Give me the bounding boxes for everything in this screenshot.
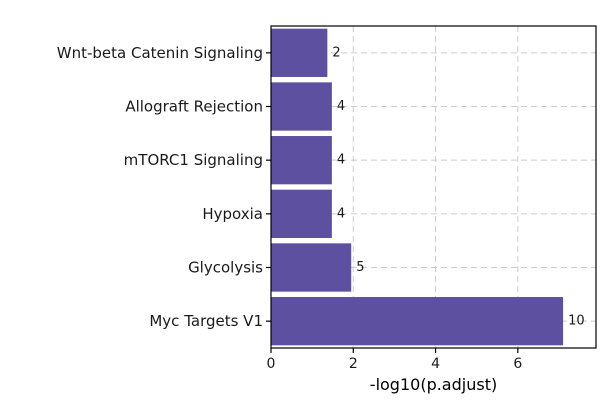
data-label-5: 10 <box>568 314 585 329</box>
bars <box>271 28 564 346</box>
category-label-3: Hypoxia <box>202 205 263 223</box>
x-tick-label-0: 0 <box>267 356 276 372</box>
bar-3 <box>271 189 332 238</box>
x-tick-label-3: 6 <box>513 356 522 372</box>
data-label-1: 4 <box>337 99 345 114</box>
plot-frame <box>270 25 597 349</box>
x-axis-ticks: 0 2 4 6 <box>267 348 522 372</box>
bar-2 <box>271 136 332 185</box>
x-tick-label-2: 4 <box>431 356 440 372</box>
data-label-0: 2 <box>332 45 340 60</box>
category-label-4: Glycolysis <box>188 259 263 277</box>
data-label-3: 4 <box>337 206 345 221</box>
data-label-2: 4 <box>337 153 345 168</box>
x-tick-label-1: 2 <box>349 356 358 372</box>
bar-4 <box>271 243 352 292</box>
category-labels: Wnt-beta Catenin Signaling Allograft Reje… <box>57 44 271 330</box>
category-label-2: mTORC1 Signaling <box>124 151 263 169</box>
bar-0 <box>271 28 328 77</box>
bar-1 <box>271 82 332 131</box>
bar-5 <box>271 297 564 346</box>
category-label-0: Wnt-beta Catenin Signaling <box>57 44 263 62</box>
category-label-5: Myc Targets V1 <box>149 312 263 330</box>
data-labels: 2 4 4 4 5 10 <box>332 45 584 328</box>
x-axis-label: -log10(p.adjust) <box>370 375 497 394</box>
data-label-4: 5 <box>356 260 364 275</box>
category-label-1: Allograft Rejection <box>125 98 263 116</box>
